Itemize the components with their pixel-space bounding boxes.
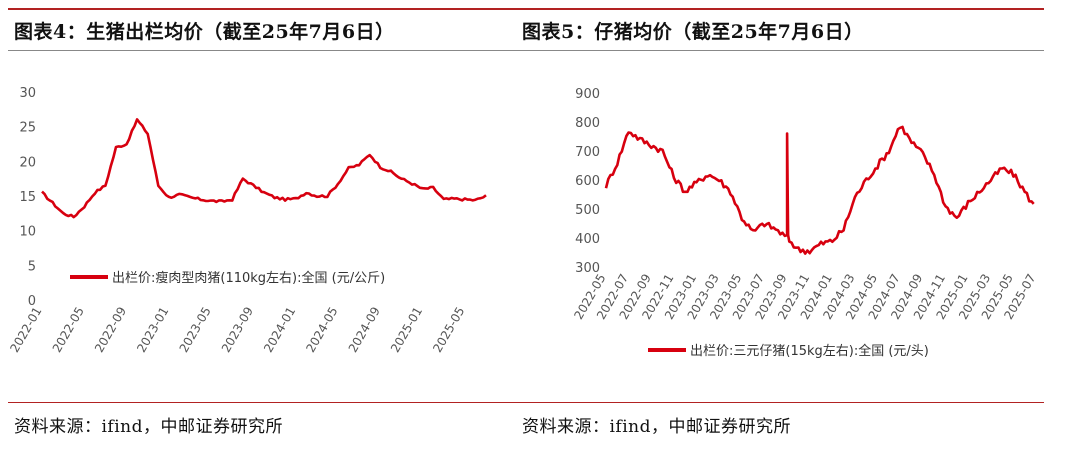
bottom-rule	[516, 402, 1044, 403]
title-rule	[516, 50, 1044, 51]
series-line	[41, 118, 487, 219]
x-tick-label: 2022-09	[92, 305, 129, 355]
top-rule	[516, 8, 1044, 10]
title-rule	[8, 50, 536, 51]
y-tick-label: 30	[19, 86, 36, 101]
x-tick-label: 2022-01	[8, 305, 45, 355]
x-tick-label: 2025-01	[388, 305, 425, 355]
source-note: 资料来源：ifind，中邮证券研究所	[14, 417, 283, 437]
y-tick-label: 25	[19, 121, 36, 136]
y-tick-label: 15	[19, 190, 36, 205]
chart-title: 图表5：仔猪均价（截至25年7月6日）	[522, 21, 864, 43]
x-tick-label: 2023-05	[177, 305, 214, 355]
chart-svg: 3004005006007008009002022-052022-072022-…	[571, 87, 1038, 359]
y-tick-label: 700	[575, 145, 600, 160]
y-tick-label: 10	[19, 225, 36, 240]
x-tick-label: 2023-09	[219, 305, 256, 355]
y-tick-label: 900	[575, 87, 600, 102]
chart-svg: 0 5 10 15 20 25 30 2022-01 2022-05 2022-09 2023-01…	[8, 86, 487, 355]
x-tick-label: 2025-05	[430, 305, 467, 355]
x-tick-label: 2023-01	[134, 305, 171, 355]
series-line	[604, 125, 1035, 255]
y-tick-label: 20	[19, 155, 36, 170]
y-tick-label: 0	[28, 294, 36, 309]
x-tick-label: 2022-05	[50, 305, 87, 355]
y-tick-label: 300	[575, 261, 600, 276]
source-note: 资料来源：ifind，中邮证券研究所	[522, 417, 791, 437]
x-tick-label: 2024-05	[303, 305, 340, 355]
y-tick-label: 500	[575, 203, 600, 218]
y-tick-label: 5	[28, 259, 36, 274]
chart-panel-right: 图表5：仔猪均价（截至25年7月6日） 300 400 500 600 700 800 90…	[516, 0, 1044, 449]
legend-label: 出栏价:瘦肉型肉猪(110kg左右):全国 (元/公斤)	[112, 270, 385, 286]
x-tick-label: 2024-01	[261, 305, 298, 355]
y-tick-label: 400	[575, 232, 600, 247]
bottom-rule	[8, 402, 536, 403]
top-rule	[8, 8, 536, 10]
legend-label: 出栏价:三元仔猪(15kg左右):全国 (元/头)	[690, 343, 929, 359]
x-tick-label: 2024-09	[346, 305, 383, 355]
y-tick-label: 800	[575, 116, 600, 131]
y-tick-label: 600	[575, 174, 600, 189]
chart-title: 图表4：生猪出栏均价（截至25年7月6日）	[14, 21, 395, 43]
chart-panel-left: 图表4：生猪出栏均价（截至25年7月6日） 0 5 10 15 20 25 30 2022-0…	[8, 0, 536, 449]
